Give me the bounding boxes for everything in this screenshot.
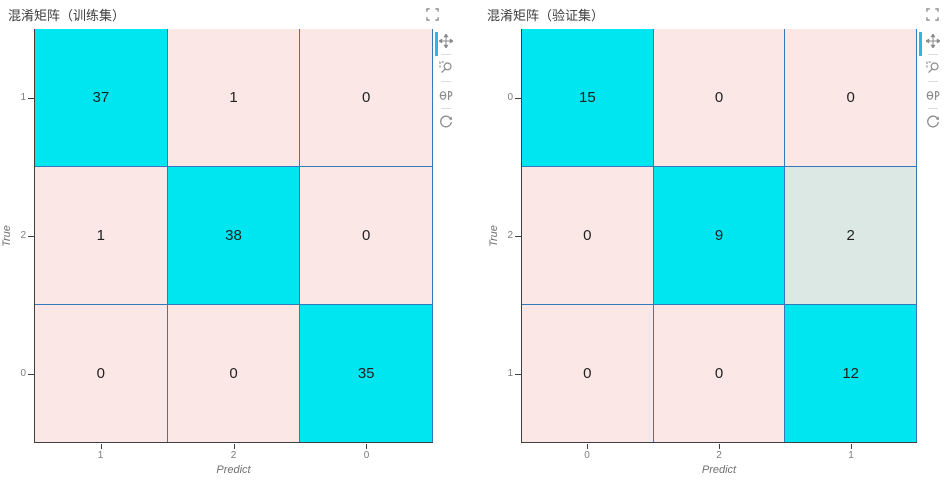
wheel-zoom-icon[interactable] — [438, 87, 454, 103]
x-axis-title: Predict — [701, 464, 737, 476]
fullscreen-icon[interactable] — [424, 6, 440, 22]
toolbar-separator — [928, 81, 938, 82]
y-axis-title: True — [488, 225, 500, 247]
confusion-matrix-train-panel: 混淆矩阵（训练集） 37 1 0 1 38 0 0 0 35 1 2 0 — [1, 6, 455, 476]
heatmap-cell: 0 — [785, 29, 916, 166]
y-tick-label: 2 — [507, 230, 513, 241]
x-tick-label: 1 — [848, 450, 854, 461]
x-tick-label: 2 — [230, 450, 237, 461]
heatmap-cell: 9 — [653, 167, 785, 304]
x-tick-mark — [366, 444, 368, 449]
x-tick-mark — [719, 444, 720, 449]
x-tick-mark — [233, 444, 235, 449]
heatmap-cell: 0 — [653, 29, 785, 166]
y-tick-mark — [28, 374, 34, 375]
y-tick-mark — [515, 236, 521, 237]
y-tick-mark — [515, 98, 521, 99]
pan-icon[interactable] — [438, 33, 454, 49]
heatmap-cell: 1 — [167, 29, 300, 166]
active-tool-indicator — [919, 32, 922, 56]
y-tick-label: 1 — [507, 368, 513, 379]
heatmap-canvas[interactable]: 37 1 0 1 38 0 0 0 35 — [34, 29, 433, 443]
chart-title: 混淆矩阵（验证集） — [487, 8, 605, 23]
heatmap-cell: 15 — [522, 29, 653, 166]
reset-icon[interactable] — [925, 114, 941, 130]
heatmap-cell: 0 — [522, 167, 653, 304]
heatmap-cell: 0 — [300, 167, 432, 304]
y-tick-label: 2 — [20, 230, 26, 241]
heatmap-cell: 0 — [167, 305, 300, 442]
reset-icon[interactable] — [438, 114, 454, 130]
heatmap-cell: 2 — [785, 167, 916, 304]
chart-toolbar — [437, 33, 455, 130]
heatmap-cell: 0 — [653, 305, 785, 442]
pan-icon[interactable] — [925, 33, 941, 49]
y-tick-mark — [515, 374, 521, 375]
x-tick-mark — [587, 444, 588, 449]
heatmap-grid: 37 1 0 1 38 0 0 0 35 — [35, 29, 433, 442]
y-tick-mark — [28, 98, 34, 99]
toolbar-separator — [441, 108, 451, 109]
chart-toolbar — [924, 33, 942, 130]
chart-title: 混淆矩阵（训练集） — [8, 8, 126, 23]
heatmap-cell: 37 — [35, 29, 167, 166]
x-tick-label: 0 — [363, 450, 370, 461]
x-axis-title: Predict — [216, 464, 251, 476]
heatmap-grid: 15 0 0 0 9 2 0 0 12 — [522, 29, 917, 442]
x-tick-label: 0 — [584, 450, 590, 461]
heatmap-cell: 0 — [35, 305, 167, 442]
y-tick-label: 0 — [20, 368, 26, 379]
y-tick-label: 0 — [507, 92, 513, 103]
x-tick-label: 2 — [716, 450, 722, 461]
x-tick-mark — [850, 444, 852, 449]
fullscreen-icon[interactable] — [924, 6, 940, 22]
heatmap-cell: 0 — [522, 305, 653, 442]
box-zoom-icon[interactable] — [925, 60, 941, 76]
toolbar-separator — [441, 81, 451, 82]
toolbar-separator — [441, 54, 451, 55]
heatmap-cell: 1 — [35, 167, 167, 304]
heatmap-cell: 12 — [785, 305, 916, 442]
x-tick-label: 1 — [97, 450, 104, 461]
toolbar-separator — [928, 108, 938, 109]
heatmap-cell: 0 — [300, 29, 432, 166]
y-axis-title: True — [1, 225, 13, 247]
heatmap-cell: 35 — [300, 305, 432, 442]
heatmap-cell: 38 — [167, 167, 300, 304]
toolbar-separator — [928, 54, 938, 55]
heatmap-canvas[interactable]: 15 0 0 0 9 2 0 0 12 — [521, 29, 917, 443]
wheel-zoom-icon[interactable] — [925, 87, 941, 103]
active-tool-indicator — [435, 32, 438, 56]
x-tick-mark — [100, 444, 102, 449]
confusion-matrix-validation-panel: 混淆矩阵（验证集） 15 0 0 0 9 2 0 0 12 0 2 1 — [474, 0, 948, 481]
box-zoom-icon[interactable] — [438, 60, 454, 76]
y-tick-mark — [28, 236, 34, 237]
y-tick-label: 1 — [20, 92, 26, 103]
